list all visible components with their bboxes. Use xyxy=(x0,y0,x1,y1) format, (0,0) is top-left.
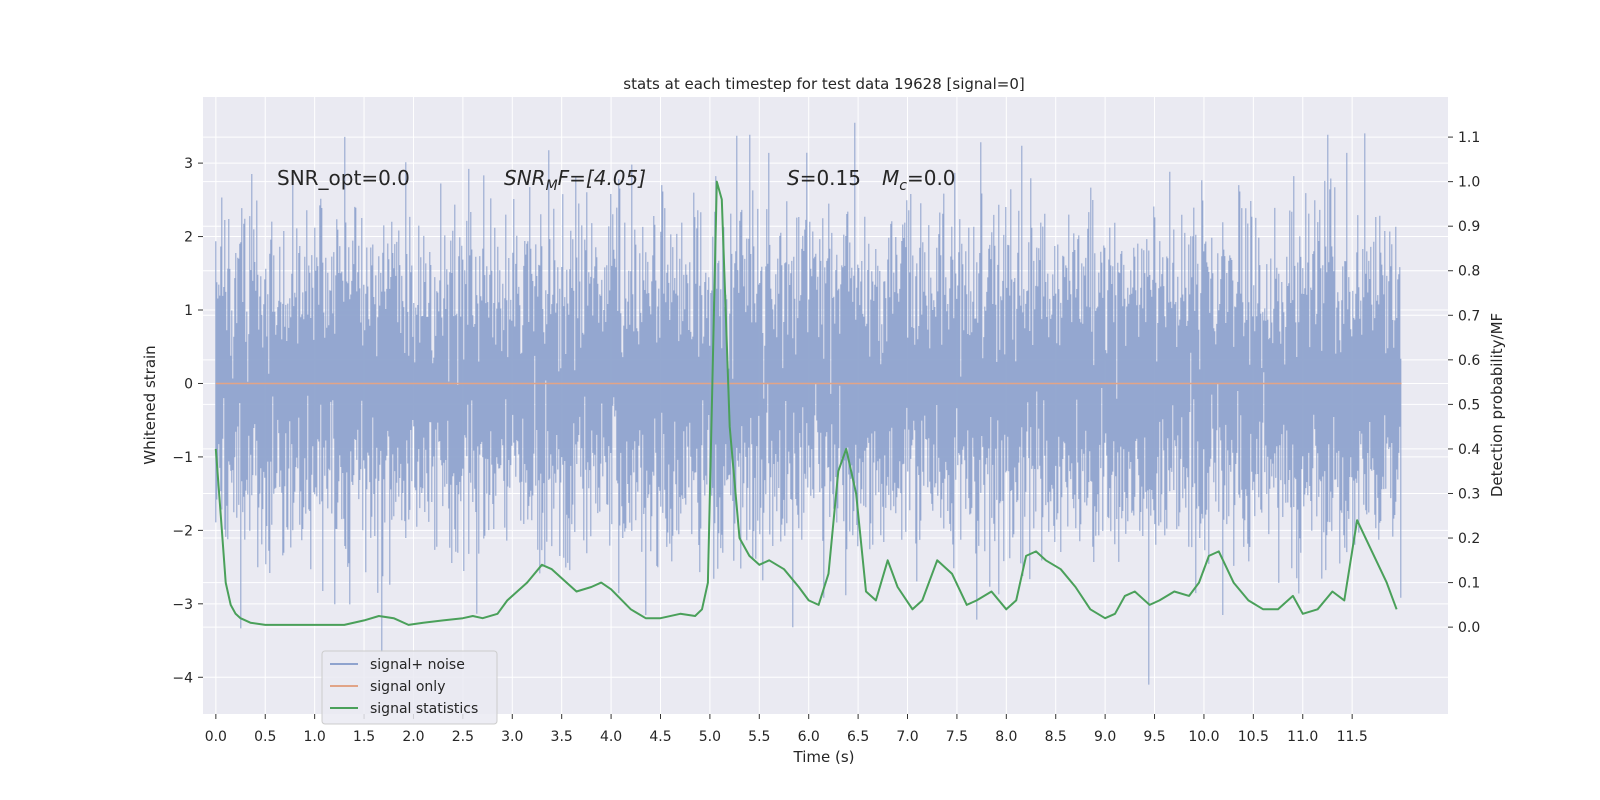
x-tick-label: 9.5 xyxy=(1143,729,1165,745)
x-tick-label: 0.0 xyxy=(205,729,227,745)
annotation-mc: Mc=0.0 xyxy=(882,166,956,194)
x-tick-label: 6.0 xyxy=(798,729,820,745)
legend: signal+ noise signal only signal statist… xyxy=(321,650,498,725)
legend-box xyxy=(321,650,498,725)
y-tick-label-left: 1 xyxy=(184,303,193,319)
x-tick-label: 10.5 xyxy=(1238,729,1269,745)
x-tick-label: 9.0 xyxy=(1094,729,1116,745)
x-tick-label: 5.5 xyxy=(748,729,770,745)
signal-plus-noise-series xyxy=(215,122,1402,685)
y-tick-label-left: 0 xyxy=(184,376,193,392)
x-tick-label: 4.0 xyxy=(600,729,622,745)
y-tick-label-left: 3 xyxy=(184,156,193,172)
x-tick-label: 1.5 xyxy=(353,729,375,745)
y-axis-label-left: Whitened strain xyxy=(141,345,159,464)
x-tick-label: 11.0 xyxy=(1287,729,1318,745)
y-axis-label-right: Detection probability/MF xyxy=(1488,313,1506,497)
annotation-mc-symbol: M xyxy=(882,166,899,190)
y-tick-label-right: 0.3 xyxy=(1458,486,1480,502)
y-tick-label-left: 2 xyxy=(184,230,193,246)
series-layer xyxy=(214,180,1402,626)
x-tick-label: 11.5 xyxy=(1337,729,1368,745)
y-tick-label-right: 0.8 xyxy=(1458,264,1480,280)
annotation-s-symbol: S xyxy=(787,166,800,190)
annotation-snr-mf-main: SNR xyxy=(504,166,546,190)
x-axis-label: Time (s) xyxy=(793,748,855,766)
x-tick-label: 4.5 xyxy=(649,729,671,745)
x-tick-label: 8.0 xyxy=(995,729,1017,745)
x-tick-label: 7.0 xyxy=(896,729,918,745)
x-tick-label: 2.0 xyxy=(402,729,424,745)
x-tick-label: 5.0 xyxy=(699,729,721,745)
y-tick-label-right: 0.5 xyxy=(1458,397,1480,413)
y-tick-label-left: −3 xyxy=(172,597,193,613)
y-tick-label-right: 1.0 xyxy=(1458,175,1480,191)
chart-title: stats at each timestep for test data 196… xyxy=(623,75,1024,93)
annotation-snr-opt: SNR_opt=0.0 xyxy=(277,166,410,190)
y-tick-label-left: −1 xyxy=(172,450,193,466)
x-tick-label: 2.5 xyxy=(452,729,474,745)
legend-label-signal-plus-noise: signal+ noise xyxy=(370,657,465,673)
annotation-mc-value: =0.0 xyxy=(907,166,956,190)
x-tick-label: 1.0 xyxy=(304,729,326,745)
annotation-snr-mf: SNRMF=[4.05] xyxy=(504,166,646,194)
x-tick-label: 6.5 xyxy=(847,729,869,745)
annotation-snr-mf-sub: M xyxy=(546,178,558,194)
y-tick-label-right: 0.9 xyxy=(1458,219,1480,235)
x-tick-label: 0.5 xyxy=(254,729,276,745)
y-tick-label-right: 1.1 xyxy=(1458,130,1480,146)
signal-plus-noise-line xyxy=(215,122,1402,685)
x-tick-label: 7.5 xyxy=(946,729,968,745)
y-tick-label-right: 0.7 xyxy=(1458,308,1480,324)
y-tick-label-left: −4 xyxy=(172,670,193,686)
x-tick-label: 10.0 xyxy=(1188,729,1219,745)
y-tick-label-right: 0.2 xyxy=(1458,531,1480,547)
x-tick-label: 8.5 xyxy=(1045,729,1067,745)
x-tick-label: 3.0 xyxy=(501,729,523,745)
ticks: 0.0 0.5 1.0 1.5 2.0 2.5 3.0 3.5 4.0 4.5 5.0 5.5 6.0 6… xyxy=(172,130,1480,745)
y-tick-label-right: 0.4 xyxy=(1458,442,1480,458)
y-tick-label-right: 0.1 xyxy=(1458,576,1480,592)
legend-label-signal-only: signal only xyxy=(370,679,445,695)
x-tick-label: 3.5 xyxy=(551,729,573,745)
annotation-snr-mf-rest: F=[4.05] xyxy=(558,166,646,190)
y-tick-label-right: 0.0 xyxy=(1458,620,1480,636)
annotation-s-value: =0.15 xyxy=(800,166,861,190)
legend-label-signal-statistics: signal statistics xyxy=(370,701,478,717)
annotation-mc-sub: c xyxy=(899,178,907,194)
y-tick-label-left: −2 xyxy=(172,523,193,539)
y-tick-label-right: 0.6 xyxy=(1458,353,1480,369)
annotation-s: S=0.15 xyxy=(787,166,861,190)
signal-statistics-line xyxy=(214,180,1398,626)
